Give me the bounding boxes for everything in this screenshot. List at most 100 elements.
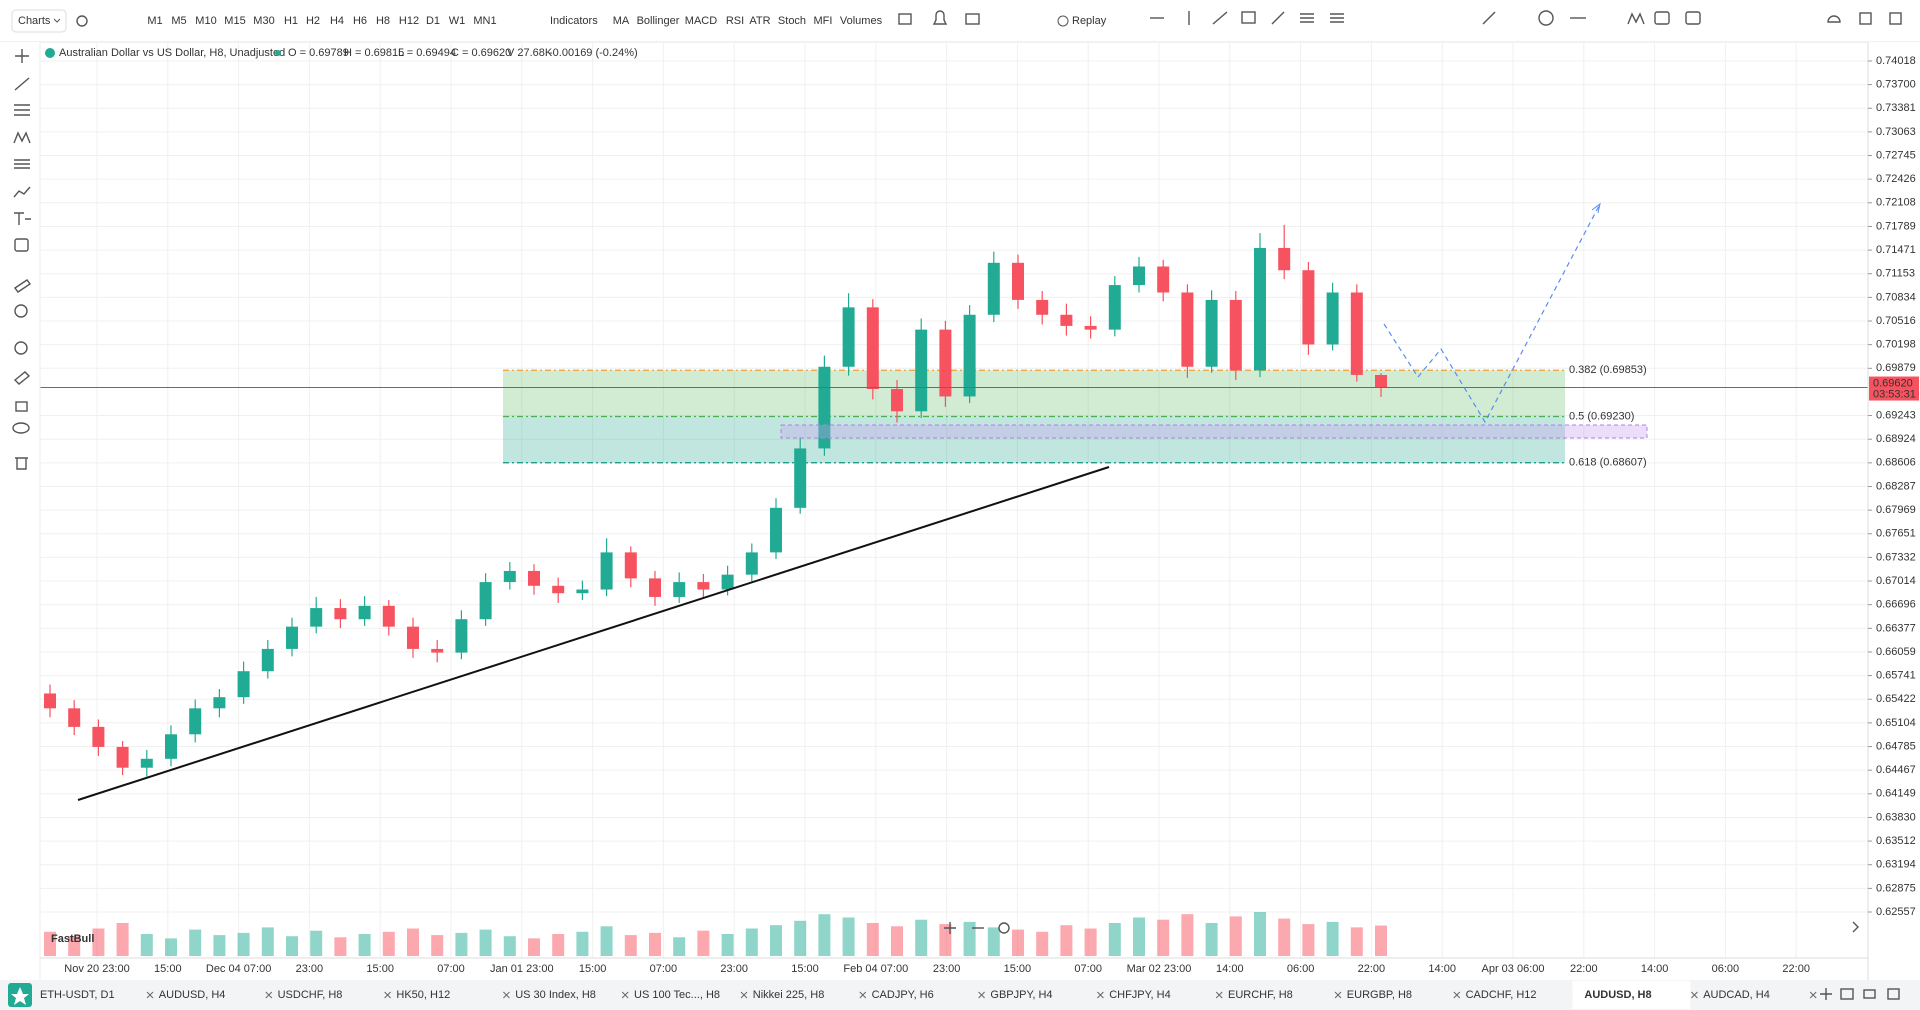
- rect-icon[interactable]: [1241, 11, 1256, 24]
- indicator-button[interactable]: ATR: [749, 15, 770, 27]
- indicators-button[interactable]: Indicators: [550, 15, 598, 27]
- lock-tool[interactable]: [15, 401, 28, 412]
- tab-close[interactable]: [265, 991, 273, 999]
- x-tick-label: 22:00: [1358, 963, 1386, 975]
- tab-close[interactable]: [978, 991, 985, 999]
- tab-close[interactable]: [146, 991, 154, 999]
- brush-icon[interactable]: [1271, 11, 1285, 25]
- tab-label[interactable]: CADJPY, H6: [872, 989, 934, 1001]
- alert-icon[interactable]: [932, 10, 948, 25]
- timeframe-button[interactable]: M10: [195, 15, 216, 27]
- trend-icon[interactable]: [1212, 11, 1228, 25]
- fib-icon[interactable]: [1330, 13, 1344, 23]
- share-icon[interactable]: [1859, 12, 1872, 25]
- tab-label[interactable]: CADCHF, H12: [1466, 989, 1537, 1001]
- indicator-button[interactable]: MA: [613, 15, 630, 27]
- x-tick-label: 07:00: [650, 963, 678, 975]
- pattern-tool[interactable]: [13, 131, 31, 144]
- tab-label[interactable]: US 30 Index, H8: [515, 989, 596, 1001]
- tab-label[interactable]: USDCHF, H8: [278, 989, 343, 1001]
- indicator-button[interactable]: Volumes: [840, 15, 883, 27]
- indicator-button[interactable]: Bollinger: [637, 15, 680, 27]
- gann-tool[interactable]: [14, 159, 30, 169]
- timeframe-button[interactable]: H8: [376, 15, 390, 27]
- scroll-right[interactable]: [1852, 921, 1859, 933]
- crosshair-tool[interactable]: [15, 49, 29, 63]
- charts-button[interactable]: [11, 9, 67, 33]
- channel-icon[interactable]: [1300, 13, 1314, 23]
- tab-label[interactable]: US 100 Tec..., H8: [634, 989, 720, 1001]
- tab-close[interactable]: [1809, 991, 1817, 999]
- projection-tool[interactable]: [13, 186, 31, 198]
- timeframe-button[interactable]: H6: [353, 15, 367, 27]
- fib-tool[interactable]: [14, 104, 30, 116]
- hide-tool[interactable]: [12, 422, 30, 434]
- tab-label[interactable]: EURCHF, H8: [1228, 989, 1293, 1001]
- circle-icon[interactable]: [1538, 10, 1554, 26]
- tab-close[interactable]: [1691, 991, 1698, 999]
- fullscreen-icon[interactable]: [1889, 12, 1902, 25]
- trend-line[interactable]: [77, 466, 1110, 801]
- tab-close[interactable]: [1453, 991, 1461, 999]
- tab-close[interactable]: [503, 991, 510, 999]
- timeframe-button[interactable]: M1: [147, 15, 162, 27]
- layout-toggle[interactable]: [1840, 988, 1854, 1000]
- timeframe-button[interactable]: MN1: [473, 15, 496, 27]
- layout-icon[interactable]: [898, 13, 912, 25]
- replay-button[interactable]: Replay: [1072, 15, 1107, 27]
- timeframe-button[interactable]: H12: [399, 15, 419, 27]
- timeframe-button[interactable]: W1: [449, 15, 466, 27]
- search-icon[interactable]: [76, 15, 88, 27]
- volume-bar: [455, 932, 468, 956]
- timeframe-button[interactable]: M15: [224, 15, 245, 27]
- pattern-icon[interactable]: [1627, 12, 1645, 25]
- tab-close[interactable]: [740, 991, 748, 999]
- tab-label[interactable]: EURGBP, H8: [1347, 989, 1412, 1001]
- projection-path[interactable]: [1383, 203, 1601, 424]
- tab-label[interactable]: AUDUSD, H4: [159, 989, 226, 1001]
- text-tool[interactable]: [14, 212, 31, 225]
- timeframe-button[interactable]: H4: [330, 15, 344, 27]
- tab-label[interactable]: AUDCAD, H4: [1703, 989, 1770, 1001]
- zoom-in[interactable]: [944, 922, 956, 934]
- cloud-icon[interactable]: [1827, 15, 1841, 23]
- timeframe-button[interactable]: H2: [306, 15, 320, 27]
- tab-close[interactable]: [1215, 991, 1223, 999]
- magnet-tool[interactable]: [14, 341, 28, 355]
- line-tool[interactable]: [14, 77, 30, 91]
- tab-label[interactable]: HK50, H12: [396, 989, 450, 1001]
- delete-tool[interactable]: [15, 457, 28, 470]
- arrow-icon[interactable]: [1482, 11, 1496, 25]
- tab-label[interactable]: AUDUSD, H8: [1584, 989, 1651, 1001]
- timeframe-button[interactable]: M5: [171, 15, 186, 27]
- indicator-button[interactable]: MFI: [814, 15, 833, 27]
- zoom-tool[interactable]: [14, 304, 28, 318]
- tab-close[interactable]: [859, 991, 867, 999]
- indicator-button[interactable]: MACD: [685, 15, 717, 27]
- note-icon[interactable]: [1654, 11, 1670, 25]
- tab-label[interactable]: Nikkei 225, H8: [753, 989, 825, 1001]
- tab-close[interactable]: [621, 991, 629, 999]
- tab-label[interactable]: ETH-USDT, D1: [40, 989, 115, 1001]
- price-note-icon[interactable]: [1685, 11, 1701, 25]
- timeframe-button[interactable]: M30: [253, 15, 274, 27]
- reset-zoom[interactable]: [998, 922, 1010, 934]
- tab-label[interactable]: CHFJPY, H4: [1109, 989, 1171, 1001]
- zone-box[interactable]: [780, 424, 1648, 439]
- add-tab[interactable]: [1820, 988, 1832, 1000]
- brush-tool[interactable]: [13, 371, 31, 385]
- tab-close[interactable]: [1097, 991, 1104, 999]
- expand[interactable]: [1887, 988, 1900, 1000]
- tab-label[interactable]: GBPJPY, H4: [990, 989, 1052, 1001]
- timeframe-button[interactable]: D1: [426, 15, 440, 27]
- calendar-icon[interactable]: [965, 13, 980, 25]
- tab-close[interactable]: [1334, 991, 1342, 999]
- tab-close[interactable]: [384, 991, 391, 999]
- window-toggle[interactable]: [1863, 989, 1876, 999]
- measure-tool[interactable]: [13, 279, 32, 293]
- icon-tool[interactable]: [14, 238, 29, 252]
- indicator-button[interactable]: Stoch: [778, 15, 806, 27]
- indicator-button[interactable]: RSI: [726, 15, 744, 27]
- timeframe-button[interactable]: H1: [284, 15, 298, 27]
